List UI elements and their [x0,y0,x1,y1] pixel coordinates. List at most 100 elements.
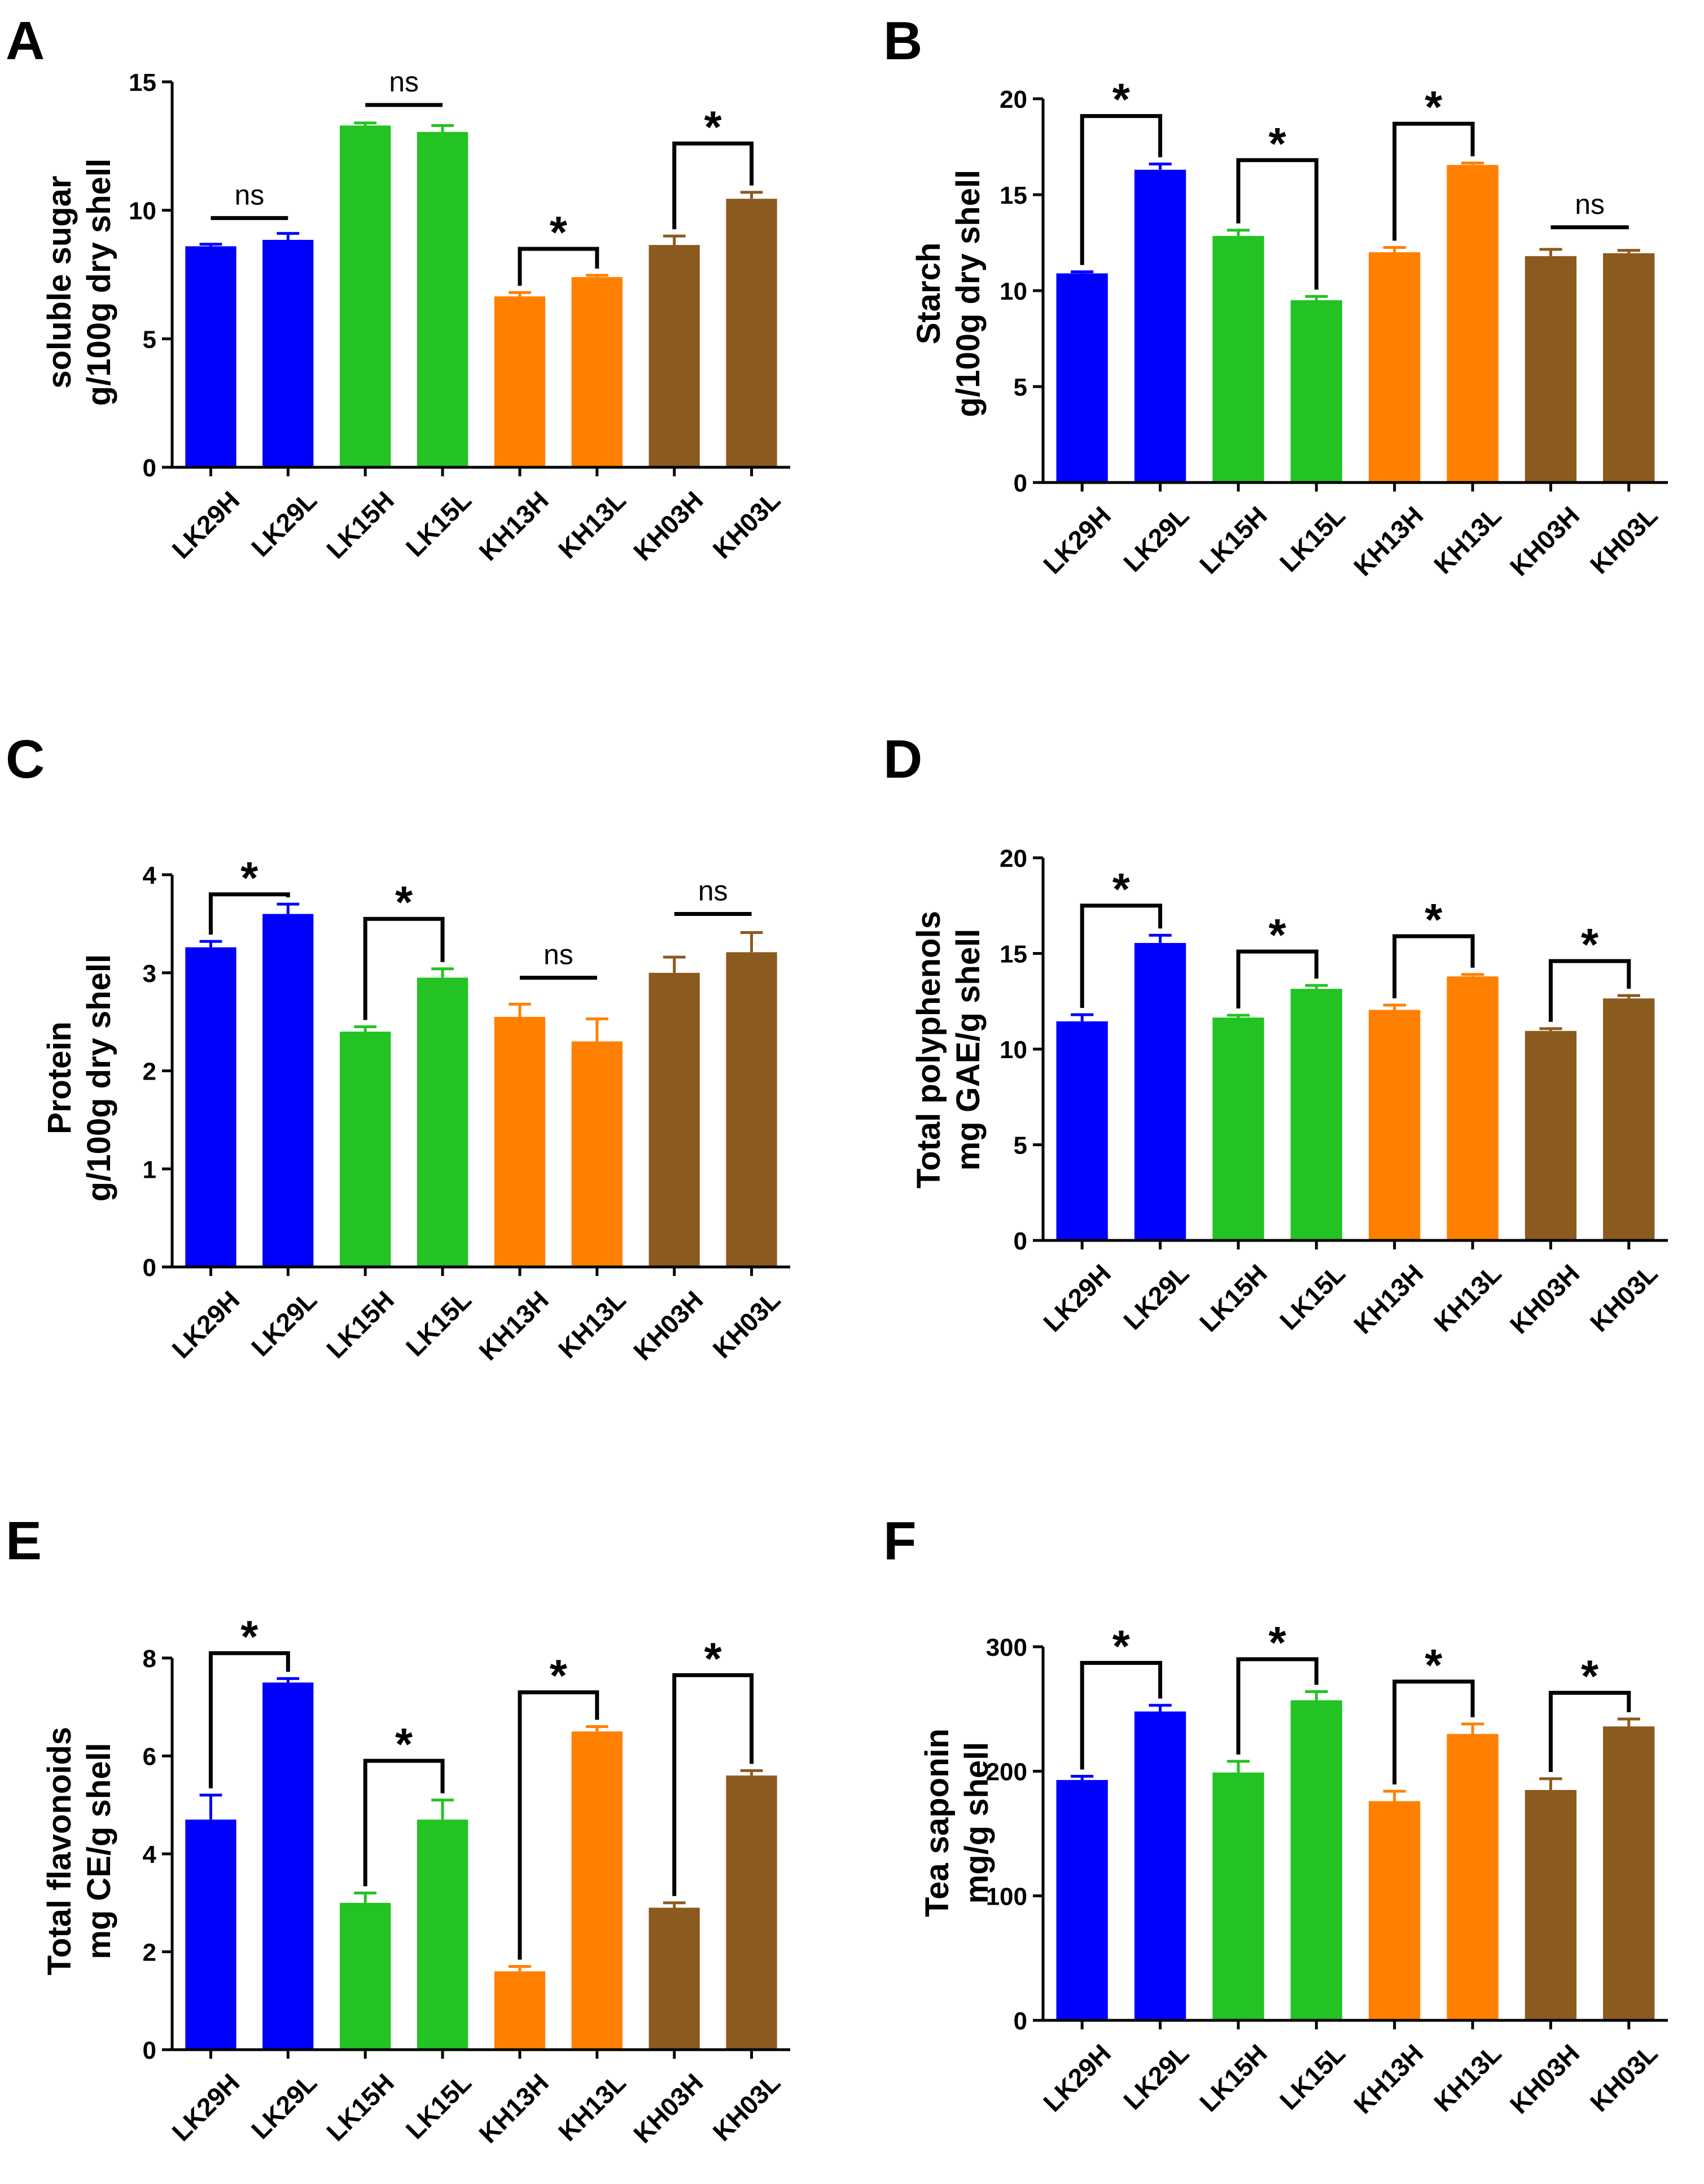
panel-b-ylabel-line1: Starch [910,243,947,345]
panel-a-error-bar-lk15l [431,124,454,132]
panel-b-letter: B [883,11,922,71]
significance-ns-label: ns [389,66,419,98]
significance-bracket [1236,949,1318,1008]
panel-a-y-tick-label: 15 [129,69,156,97]
panel-a-ylabel-line1: soluble sugar [41,176,78,388]
panel-a-bar-kh13h [494,296,546,467]
significance-bracket [518,247,599,286]
significance-bracket [1080,114,1163,265]
panel-e-y-tick-label: 8 [143,1645,156,1673]
panel-b-error-bar-kh03h [1539,248,1562,256]
panel-d-y-tick-label: 5 [1014,1132,1027,1160]
significance-bracket [1392,934,1475,999]
panel-b-error-bar-kh03l [1617,249,1640,253]
panel-f-error-bar-kh03l [1617,1717,1640,1727]
significance-star: * [1112,74,1131,125]
panel-b-y-tick-label: 10 [1000,278,1027,305]
significance-ns-label: ns [234,179,264,210]
panel-b-ylabel-line2: g/100g dry shell [950,170,987,417]
panel-b-significance-4: ns [1550,188,1629,230]
panel-a-bar-kh03l [726,199,777,467]
panel-f-significance-2: * [1236,1617,1318,1755]
panel-c-significance-4: ns [674,875,752,916]
panel-d-error-bar-kh13l [1461,973,1484,977]
panel-d-y-tick-label: 20 [1000,845,1027,872]
panel-e-error-bar-lk29h [199,1793,222,1820]
panel-a-bar-kh03h [649,245,700,467]
panel-c-error-bar-kh03h [663,955,686,973]
panel-f-bar-lk29l [1134,1711,1186,2020]
significance-bracket [1548,959,1631,1022]
panel-d-y-tick-label: 0 [1014,1227,1027,1255]
panel-f-ylabel-line1: Tea saponin [919,1729,956,1917]
panel-f-bar-kh03h [1525,1790,1577,2020]
significance-star: * [240,853,259,903]
panel-c-bar-lk15l [417,977,468,1267]
panel-a-y-axis-title: soluble sugar g/100g dry shell [41,159,117,406]
panel-b-y-tick-label: 0 [1014,470,1027,497]
significance-star: * [1425,894,1443,945]
panel-a-bar-kh13l [571,277,623,467]
panel-c-significance-1: * [208,853,290,935]
panel-a-error-bar-kh13l [585,274,608,278]
panel-f-significance-3: * [1392,1640,1475,1784]
panel-d-bar-lk15h [1212,1018,1264,1240]
significance-bracket [672,1673,754,1896]
panel-c-y-tick-label: 0 [143,1254,156,1282]
panel-d-bar-lk29l [1134,942,1186,1240]
panel-d-y-axis-title: Total polyphenols mg GAE/g shell [910,911,987,1189]
panel-d-y-tick-label: 10 [1000,1036,1027,1064]
panel-a-significance-2: ns [365,66,443,107]
significance-star: * [704,1633,722,1683]
panel-e-y-tick-label: 4 [143,1841,157,1869]
panel-e-error-bar-lk15l [431,1799,454,1820]
panel-e-significance-1: * [208,1611,290,1788]
panel-f-bar-kh13l [1447,1734,1499,2020]
panel-f-bar-kh13h [1369,1801,1421,2020]
panel-b-error-bar-kh13h [1383,246,1406,252]
panel-a-error-bar-kh03l [740,191,763,199]
panel-f-error-bar-lk29h [1071,1774,1094,1780]
panel-d-bar-lk15l [1290,989,1342,1240]
panel-e-y-axis-title: Total flavonoids mg CE/g shell [41,1727,117,1975]
panel-d-significance-2: * [1236,910,1318,1008]
panel-d-bar-lk29h [1056,1021,1108,1240]
significance-star: * [1425,82,1443,132]
panel-b-significance-3: * [1392,82,1475,241]
significance-bracket [518,1690,599,1960]
significance-ns-label: ns [698,875,728,907]
panel-f-letter: F [883,1511,917,1571]
panel-f-y-tick-label: 100 [986,1883,1027,1910]
panel-b-significance-1: * [1080,74,1163,265]
significance-star: * [550,207,568,257]
panel-a-letter: A [6,11,45,71]
panel-c-significance-2: * [363,877,445,1020]
panel-c-y-tick-label: 3 [143,960,156,988]
panel-f-bar-lk15h [1212,1772,1264,2020]
panel-e-significance-2: * [363,1719,445,1887]
panel-d-error-bar-kh13h [1383,1003,1406,1010]
panel-f-bar-kh03l [1603,1726,1655,2020]
panel-a-error-bar-kh13h [509,291,531,297]
significance-bracket [1392,1679,1475,1784]
panel-b-error-bar-lk15h [1226,229,1250,236]
significance-star: * [395,1719,413,1769]
panel-d-significance-3: * [1392,894,1475,999]
panel-e-bar-lk29l [262,1682,314,2050]
panel-b-bar-kh03l [1603,253,1655,483]
panel-a-bar-lk29h [185,246,236,467]
panel-c-ylabel-line2: g/100g dry shell [81,954,117,1201]
panel-b-significance-2: * [1236,119,1318,290]
panel-e-ylabel-line1: Total flavonoids [41,1727,78,1975]
significance-star: * [1581,1651,1599,1701]
panel-a-bar-lk15l [417,131,468,468]
significance-star: * [1112,864,1131,914]
panel-d-error-bar-kh03h [1539,1027,1562,1031]
significance-star: * [550,1651,568,1701]
significance-bracket [363,1758,445,1887]
panel-d-bar-kh03h [1525,1030,1577,1240]
panel-f-error-bar-lk29l [1149,1704,1172,1712]
panel-d-bar-kh03l [1603,998,1655,1240]
significance-bracket [1236,158,1318,290]
